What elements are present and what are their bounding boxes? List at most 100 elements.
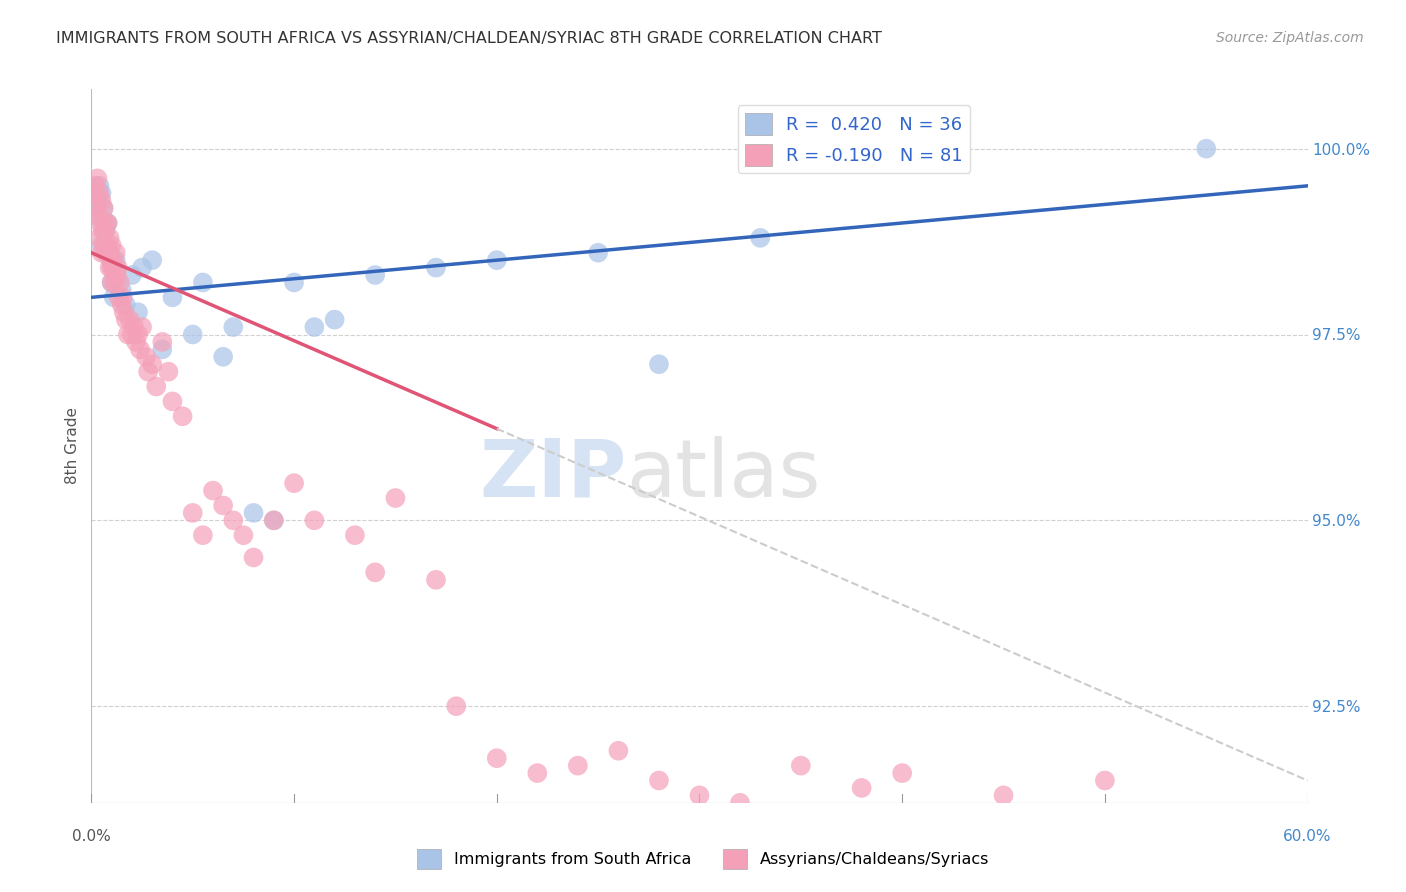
Point	[103, 260, 125, 275]
Point	[242, 550, 264, 565]
Point	[222, 513, 245, 527]
Text: 60.0%: 60.0%	[1284, 829, 1331, 844]
Point	[108, 276, 131, 290]
Point	[111, 290, 134, 304]
Point	[851, 780, 873, 795]
Point	[83, 186, 105, 201]
Point	[93, 201, 115, 215]
Point	[94, 245, 117, 260]
Point	[1094, 773, 1116, 788]
Point	[141, 357, 163, 371]
Point	[105, 268, 128, 282]
Point	[89, 178, 111, 193]
Point	[115, 312, 138, 326]
Point	[98, 231, 121, 245]
Legend: R =  0.420   N = 36, R = -0.190   N = 81: R = 0.420 N = 36, R = -0.190 N = 81	[738, 105, 970, 173]
Point	[145, 379, 167, 393]
Point	[117, 327, 139, 342]
Point	[364, 268, 387, 282]
Point	[141, 253, 163, 268]
Point	[90, 194, 112, 208]
Point	[100, 260, 122, 275]
Point	[157, 365, 180, 379]
Point	[135, 350, 157, 364]
Point	[97, 216, 120, 230]
Point	[107, 290, 129, 304]
Point	[131, 320, 153, 334]
Point	[728, 796, 751, 810]
Legend: Immigrants from South Africa, Assyrians/Chaldeans/Syriacs: Immigrants from South Africa, Assyrians/…	[411, 843, 995, 875]
Point	[98, 245, 121, 260]
Point	[283, 476, 305, 491]
Point	[323, 312, 346, 326]
Point	[181, 327, 204, 342]
Point	[111, 298, 134, 312]
Point	[86, 171, 108, 186]
Point	[136, 365, 159, 379]
Point	[191, 528, 214, 542]
Point	[222, 320, 245, 334]
Point	[97, 245, 120, 260]
Point	[100, 276, 122, 290]
Point	[104, 253, 127, 268]
Point	[129, 343, 152, 357]
Point	[103, 290, 125, 304]
Point	[993, 789, 1015, 803]
Point	[648, 773, 671, 788]
Point	[101, 253, 124, 268]
Point	[162, 394, 184, 409]
Point	[93, 201, 115, 215]
Point	[181, 506, 204, 520]
Point	[91, 223, 114, 237]
Point	[89, 216, 111, 230]
Point	[121, 327, 143, 342]
Point	[384, 491, 406, 505]
Point	[118, 312, 141, 326]
Point	[111, 283, 134, 297]
Point	[104, 245, 127, 260]
Point	[125, 334, 148, 349]
Point	[104, 276, 127, 290]
Point	[263, 513, 285, 527]
Point	[526, 766, 548, 780]
Point	[98, 260, 121, 275]
Point	[607, 744, 630, 758]
Point	[749, 231, 772, 245]
Point	[93, 238, 115, 252]
Point	[162, 290, 184, 304]
Point	[1195, 142, 1218, 156]
Point	[202, 483, 225, 498]
Point	[364, 566, 387, 580]
Point	[89, 186, 111, 201]
Y-axis label: 8th Grade: 8th Grade	[65, 408, 80, 484]
Text: atlas: atlas	[627, 435, 821, 514]
Point	[127, 305, 149, 319]
Point	[100, 276, 122, 290]
Point	[212, 499, 235, 513]
Point	[84, 178, 107, 193]
Point	[90, 186, 112, 201]
Point	[121, 268, 143, 282]
Point	[100, 238, 122, 252]
Point	[1256, 811, 1278, 825]
Text: Source: ZipAtlas.com: Source: ZipAtlas.com	[1216, 31, 1364, 45]
Point	[93, 223, 115, 237]
Point	[790, 758, 813, 772]
Point	[425, 260, 447, 275]
Point	[304, 320, 326, 334]
Point	[127, 327, 149, 342]
Point	[150, 343, 173, 357]
Point	[86, 194, 108, 208]
Point	[425, 573, 447, 587]
Text: IMMIGRANTS FROM SOUTH AFRICA VS ASSYRIAN/CHALDEAN/SYRIAC 8TH GRADE CORRELATION C: IMMIGRANTS FROM SOUTH AFRICA VS ASSYRIAN…	[56, 31, 882, 46]
Point	[96, 238, 118, 252]
Point	[263, 513, 285, 527]
Point	[232, 528, 254, 542]
Point	[112, 305, 135, 319]
Point	[87, 209, 110, 223]
Point	[212, 350, 235, 364]
Point	[444, 699, 467, 714]
Point	[97, 216, 120, 230]
Point	[115, 298, 138, 312]
Point	[343, 528, 366, 542]
